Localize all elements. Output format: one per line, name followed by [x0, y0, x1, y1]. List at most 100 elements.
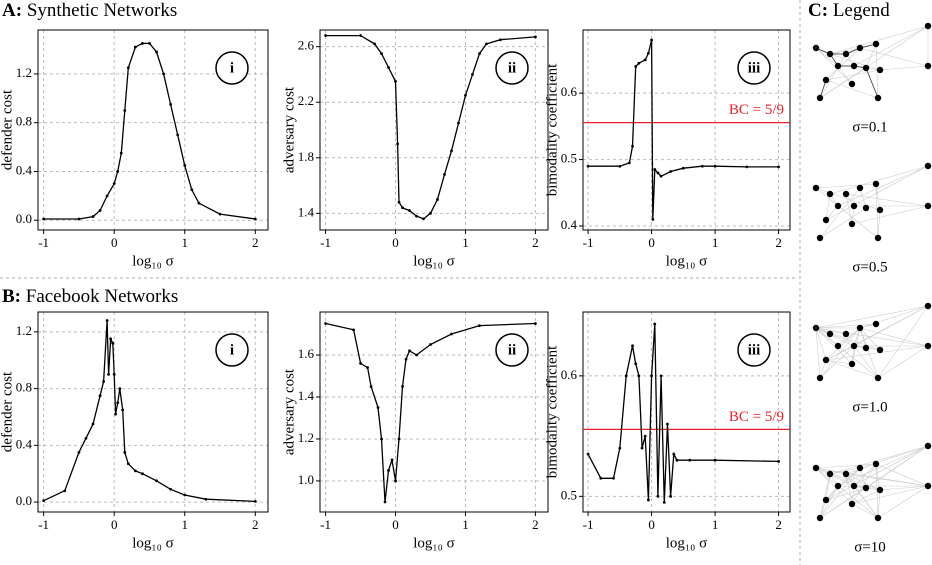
data-line — [43, 42, 256, 220]
network-edge — [837, 445, 929, 487]
data-point — [387, 66, 390, 69]
network-node — [872, 460, 880, 468]
network-node — [826, 470, 834, 478]
data-point — [380, 437, 383, 441]
network-node — [842, 470, 850, 478]
data-point — [436, 198, 439, 201]
network-edge — [829, 165, 929, 195]
network-node — [842, 50, 850, 58]
x-tick-label: -1 — [320, 235, 331, 250]
legend-label: σ=0.5 — [852, 259, 887, 275]
data-point — [109, 337, 113, 341]
data-point — [634, 65, 638, 68]
panel-label: ii — [508, 342, 516, 358]
x-tick-label: 2 — [532, 235, 539, 250]
data-point — [637, 374, 641, 378]
data-point — [91, 215, 95, 218]
data-point — [618, 446, 622, 450]
x-tick-label: 1 — [712, 235, 719, 250]
network-node — [874, 234, 882, 242]
network-edge — [845, 473, 881, 491]
data-point — [464, 93, 467, 97]
network-edge — [879, 485, 929, 491]
y-tick-label: 0.0 — [16, 211, 32, 226]
data-point — [662, 500, 666, 504]
data-point — [408, 209, 411, 212]
x-axis-label: log₁₀ σ — [666, 535, 707, 551]
network-node — [812, 44, 820, 52]
network-node — [834, 482, 842, 490]
network-edge — [859, 47, 929, 67]
y-axis-label: adversary cost — [281, 86, 297, 173]
panel-label: i — [230, 60, 234, 76]
network-edge — [815, 467, 879, 519]
y-tick-label: 0.4 — [16, 436, 33, 451]
network-node — [856, 44, 864, 52]
data-point — [126, 66, 130, 70]
plot-frame — [319, 311, 549, 513]
data-point — [116, 401, 120, 405]
data-point — [394, 79, 397, 83]
network-edge — [825, 79, 879, 99]
plot-frame — [37, 29, 269, 231]
x-axis-label: log₁₀ σ — [413, 253, 454, 269]
data-point — [650, 374, 653, 378]
data-point — [352, 328, 355, 332]
data-point — [745, 165, 749, 169]
data-point — [190, 188, 194, 192]
network-edge — [845, 473, 929, 487]
network-edge — [837, 467, 861, 487]
x-axis-label: log₁₀ σ — [666, 253, 707, 269]
network-edge — [819, 53, 847, 99]
legend-label: σ=10 — [854, 539, 886, 555]
network-edge — [819, 345, 855, 379]
network-node — [850, 62, 858, 70]
data-point — [84, 436, 88, 440]
data-point — [637, 61, 641, 65]
network-edge — [837, 327, 861, 347]
network-node — [826, 190, 834, 198]
network-node — [842, 330, 850, 338]
data-point — [471, 73, 474, 76]
network-edge — [815, 187, 879, 239]
y-tick-label: 2.2 — [298, 93, 314, 108]
network-node — [848, 500, 856, 508]
network-node — [812, 324, 820, 332]
x-tick-label: 0 — [392, 517, 399, 532]
y-axis-label: bimodality coefficient — [544, 345, 560, 478]
panel-badge — [495, 51, 529, 85]
network-edge — [875, 463, 881, 491]
data-point — [457, 121, 460, 125]
network-edge — [877, 305, 929, 379]
network-node — [826, 50, 834, 58]
data-point — [401, 206, 404, 210]
data-point — [647, 498, 650, 502]
data-point — [656, 171, 660, 175]
network-edge — [825, 359, 879, 379]
data-point — [408, 349, 411, 353]
network-edge — [819, 473, 831, 519]
y-tick-label: 1.8 — [298, 149, 314, 164]
data-point — [169, 487, 173, 491]
data-point — [534, 35, 537, 39]
data-point — [218, 212, 222, 216]
network-node — [816, 234, 824, 242]
y-tick-label: 0.5 — [561, 151, 577, 166]
y-axis-label: bimodality coefficient — [544, 63, 560, 196]
network-edge — [829, 445, 929, 475]
data-point — [373, 42, 376, 46]
data-point — [643, 58, 647, 62]
data-point — [197, 201, 201, 205]
reference-label: BC = 5/9 — [729, 409, 784, 425]
data-point — [713, 458, 717, 462]
network-edge — [829, 53, 881, 71]
network-edge — [853, 485, 879, 519]
network-node — [862, 484, 870, 492]
network-edge — [825, 327, 861, 361]
data-point — [586, 164, 590, 168]
data-point — [116, 170, 120, 173]
data-point — [415, 353, 418, 357]
network-edge — [853, 345, 879, 379]
x-tick-label: 1 — [181, 235, 188, 250]
